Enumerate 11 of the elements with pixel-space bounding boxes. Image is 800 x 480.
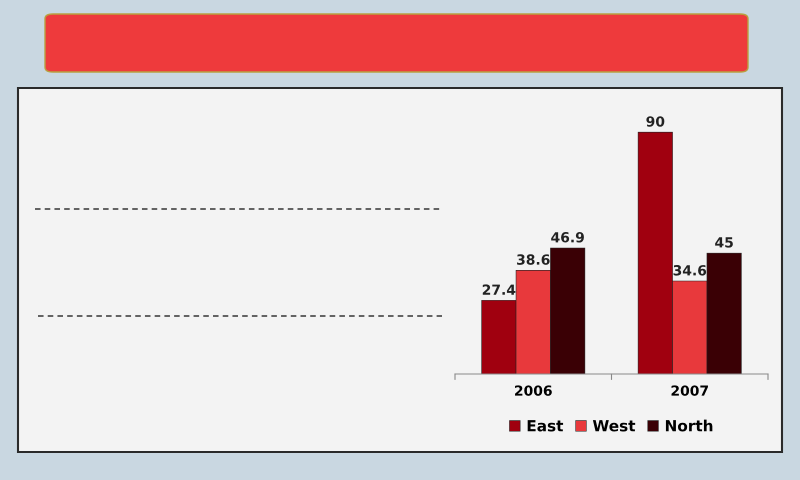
x-tick-label: 2006 <box>515 385 552 396</box>
x-tick-label: 2007 <box>672 385 708 396</box>
data-label: 90 <box>646 116 664 127</box>
legend-label: North <box>666 420 712 432</box>
legend-label: East <box>528 420 564 432</box>
data-label: 38.6 <box>517 254 550 265</box>
data-label: 45 <box>715 237 733 248</box>
data-label: 27.4 <box>482 284 516 295</box>
data-label: 46.9 <box>551 232 584 243</box>
legend-label: West <box>592 420 636 432</box>
data-label: 34.6 <box>674 265 706 276</box>
